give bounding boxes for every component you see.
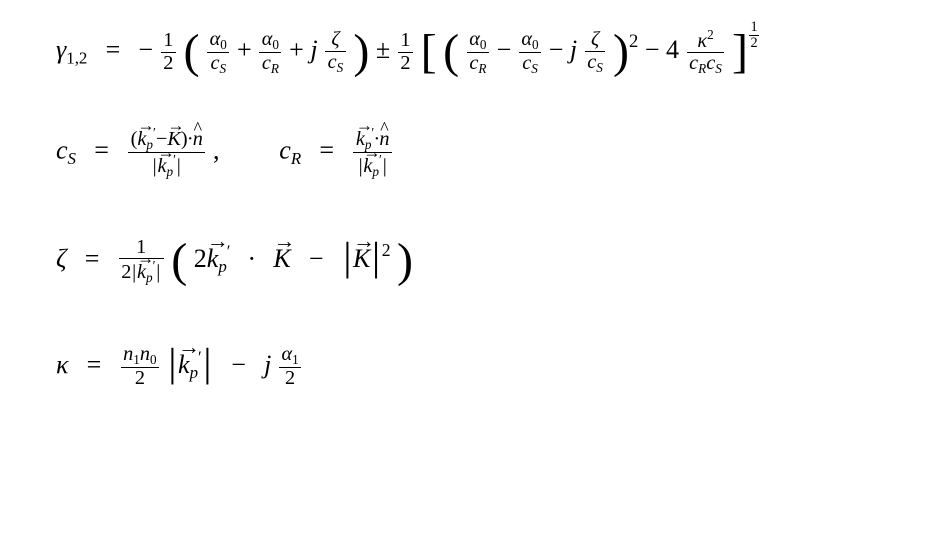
outer-power-half: 12	[748, 19, 760, 52]
lbrack: [	[421, 25, 437, 78]
a0-cs-b: α0 cS	[519, 29, 541, 76]
a0-cs: α0 cS	[207, 29, 229, 76]
a0-cr-b: α0 cR	[467, 29, 489, 76]
equation-zeta: ζ = 1 2|kp′| ( 2kp′ ∙ K − |K|2 )	[56, 233, 884, 285]
zeta-coef: 1 2|kp′|	[119, 237, 164, 285]
one-half-b: 1 2	[398, 30, 413, 74]
equals: =	[85, 244, 100, 273]
lparen-a: (	[183, 25, 199, 78]
minus-b1: −	[497, 35, 512, 64]
squared: 2	[629, 31, 638, 52]
gamma-subscript: 1,2	[66, 49, 87, 68]
a0-cr: α0 cR	[259, 29, 281, 76]
j: j	[310, 35, 317, 64]
four: 4	[666, 35, 679, 64]
equals: =	[87, 350, 102, 379]
comma: ,	[213, 136, 220, 165]
plus2: +	[289, 35, 304, 64]
plus: +	[237, 35, 252, 64]
minus-outer: −	[645, 35, 660, 64]
j-b: j	[570, 35, 577, 64]
equals: =	[94, 136, 109, 165]
lparen: (	[171, 234, 187, 287]
lparen-b: (	[443, 25, 459, 78]
plus-minus: ±	[376, 35, 390, 64]
rparen: )	[397, 234, 413, 287]
equals: =	[106, 35, 121, 64]
kappa-sym: κ	[56, 350, 68, 379]
zeta-cs-b: ζ cS	[585, 29, 605, 74]
gamma-symbol: γ	[56, 35, 66, 64]
rparen-b: )	[613, 25, 629, 78]
rbrack: ]	[732, 25, 748, 78]
equals-2: =	[319, 136, 334, 165]
minus-b2: −	[549, 35, 564, 64]
equation-kappa: κ = n1n0 2 |kp′| − j α1 2	[56, 339, 884, 389]
zeta-cs: ζ cS	[325, 29, 345, 74]
cr-frac: kp′∙n |kp′|	[353, 126, 392, 179]
equation-gamma: γ1,2 = − 1 2 ( α0 cS + α0 cR + j ζ cS ) …	[56, 28, 884, 76]
minus: −	[138, 35, 153, 64]
equations-page: γ1,2 = − 1 2 ( α0 cS + α0 cR + j ζ cS ) …	[0, 0, 940, 418]
equation-cs-cr: cS = (kp′−K)∙n |kp′| , cR = kp′∙n |kp′|	[56, 126, 884, 179]
alpha1-2: α1 2	[279, 344, 301, 389]
kappa2-crcs: κ2 cRcS	[687, 28, 724, 76]
zeta-sym: ζ	[56, 244, 67, 273]
rparen-a: )	[353, 25, 369, 78]
cr-var: c	[279, 136, 291, 165]
cs-var: c	[56, 136, 68, 165]
n1n0-2: n1n0 2	[121, 344, 159, 389]
cs-frac: (kp′−K)∙n |kp′|	[128, 126, 205, 179]
one-half-a: 1 2	[161, 30, 176, 74]
